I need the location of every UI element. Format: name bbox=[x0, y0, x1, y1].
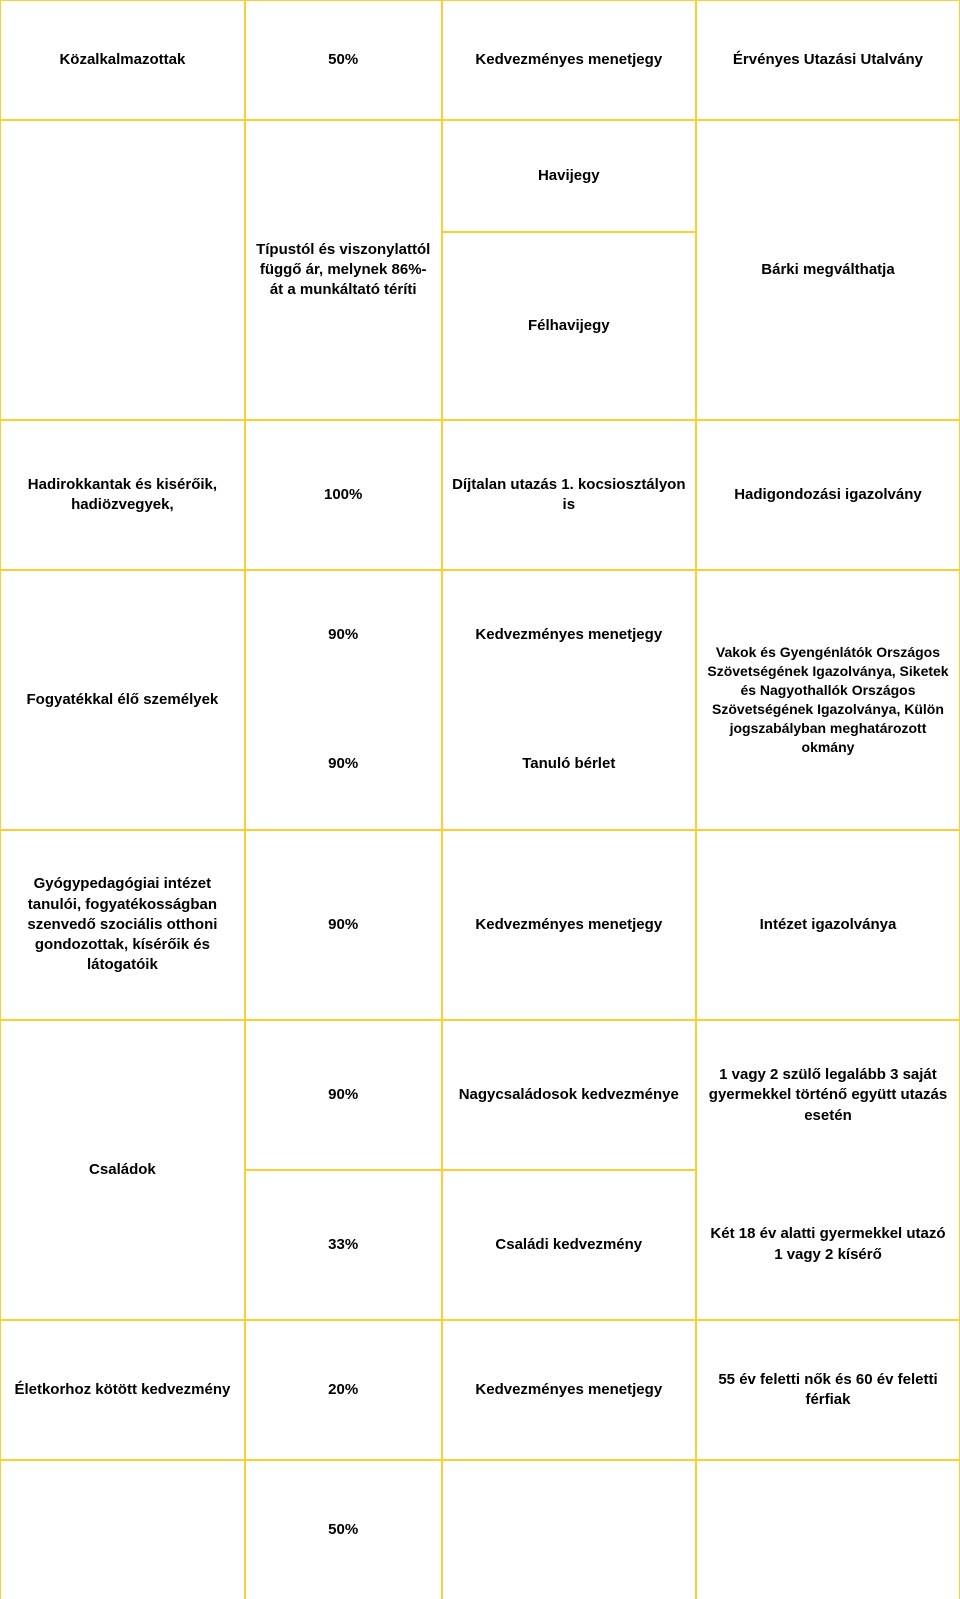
cell-ticket-type: Kedvezményes menetjegy bbox=[442, 830, 696, 1020]
cell-ticket-type: Kedvezményes menetjegy bbox=[442, 0, 696, 120]
cell-price-note: Típustól és viszonylattól függő ár, mely… bbox=[245, 120, 442, 420]
cell-ticket-type: Díjtalan utazás 1. kocsiosztályon is bbox=[442, 420, 696, 570]
cell-percent: 90% bbox=[245, 830, 442, 1020]
table-row: Típustól és viszonylattól függő ár, mely… bbox=[0, 120, 960, 420]
cell-condition: Érvényes Utazási Utalvány bbox=[696, 0, 960, 120]
table-row: Életkorhoz kötött kedvezmény 20% Kedvezm… bbox=[0, 1320, 960, 1460]
cell-group: Közalkalmazottak bbox=[0, 0, 245, 120]
cell-group: Gyógypedagógiai intézet tanulói, fogyaté… bbox=[0, 830, 245, 1020]
cell-condition: 1 vagy 2 szülő legalább 3 saját gyermekk… bbox=[697, 1021, 959, 1170]
cell-percent: 100% bbox=[245, 420, 442, 570]
cell-ticket-type: Tanuló bérlet bbox=[443, 700, 695, 829]
table-row: Hadirokkantak és kisérőik, hadiözvegyek,… bbox=[0, 420, 960, 570]
cell-condition: Vakok és Gyengénlátók Országos Szövetség… bbox=[696, 570, 960, 830]
table-row: Fogyatékkal élő személyek 90% 90% Kedvez… bbox=[0, 570, 960, 830]
cell-condition: Bárki megválthatja bbox=[696, 120, 960, 420]
cell-ticket-type: Félhavijegy bbox=[442, 232, 696, 420]
cell-ticket-type-stack: Nagycsaládosok kedvezménye Családi kedve… bbox=[442, 1020, 696, 1320]
cell-condition: Két 18 év alatti gyermekkel utazó 1 vagy… bbox=[697, 1170, 959, 1319]
table-row: Családok 90% 33% Nagycsaládosok kedvezmé… bbox=[0, 1020, 960, 1320]
cell-ticket-type: Havijegy bbox=[442, 120, 696, 232]
cell-condition-stack: 1 vagy 2 szülő legalább 3 saját gyermekk… bbox=[696, 1020, 960, 1320]
cell-group: Életkorhoz kötött kedvezmény bbox=[0, 1320, 245, 1460]
cell-percent: 90% bbox=[245, 1020, 442, 1170]
cell-group bbox=[0, 1460, 245, 1599]
table-row: Közalkalmazottak 50% Kedvezményes menetj… bbox=[0, 0, 960, 120]
cell-percent: 20% bbox=[245, 1320, 442, 1460]
cell-ticket-type-stack: Kedvezményes menetjegy Tanuló bérlet bbox=[442, 570, 696, 830]
discount-table: Közalkalmazottak 50% Kedvezményes menetj… bbox=[0, 0, 960, 1599]
cell-ticket-type bbox=[442, 1460, 696, 1599]
table-row: 50% bbox=[0, 1460, 960, 1599]
cell-condition: 55 év feletti nők és 60 év feletti férfi… bbox=[696, 1320, 960, 1460]
cell-ticket-type: Családi kedvezmény bbox=[442, 1170, 696, 1320]
cell-ticket-type: Nagycsaládosok kedvezménye bbox=[442, 1020, 696, 1170]
cell-percent: 90% bbox=[246, 700, 441, 829]
cell-condition bbox=[696, 1460, 960, 1599]
cell-condition: Hadigondozási igazolvány bbox=[696, 420, 960, 570]
cell-ticket-type-stack: Havijegy Félhavijegy bbox=[442, 120, 696, 420]
cell-condition: Intézet igazolványa bbox=[696, 830, 960, 1020]
cell-percent-stack: 90% 90% bbox=[245, 570, 442, 830]
cell-group: Családok bbox=[0, 1020, 245, 1320]
cell-percent: 50% bbox=[245, 0, 442, 120]
cell-percent: 50% bbox=[245, 1460, 442, 1599]
cell-group: Fogyatékkal élő személyek bbox=[0, 570, 245, 830]
cell-group: Hadirokkantak és kisérőik, hadiözvegyek, bbox=[0, 420, 245, 570]
cell-ticket-type: Kedvezményes menetjegy bbox=[443, 571, 695, 700]
cell-percent: 33% bbox=[245, 1170, 442, 1320]
cell-percent-stack: 90% 33% bbox=[245, 1020, 442, 1320]
cell-ticket-type: Kedvezményes menetjegy bbox=[442, 1320, 696, 1460]
cell-percent: 90% bbox=[246, 571, 441, 700]
cell-group bbox=[0, 120, 245, 420]
table-row: Gyógypedagógiai intézet tanulói, fogyaté… bbox=[0, 830, 960, 1020]
